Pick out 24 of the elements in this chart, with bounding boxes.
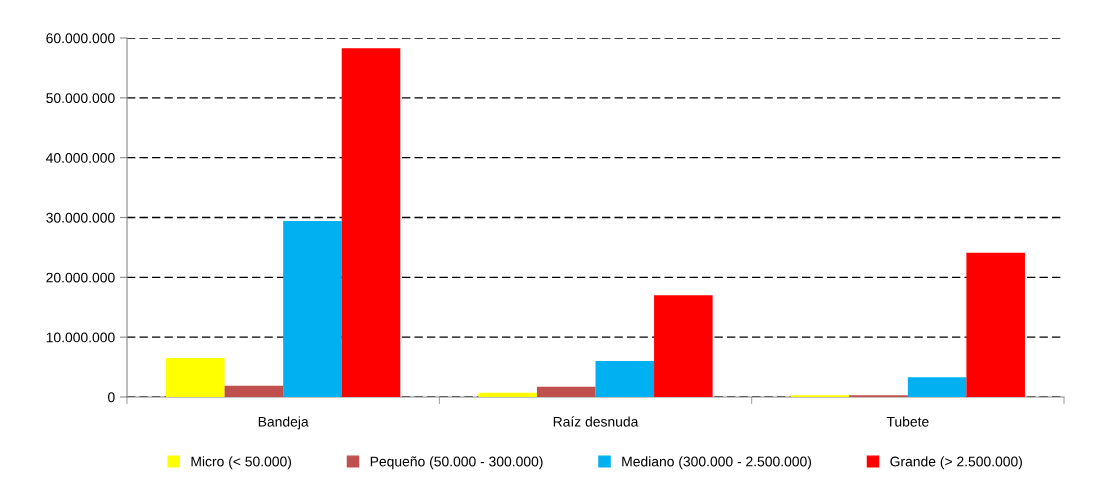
bar <box>595 361 655 397</box>
x-tick-label: Raíz desnuda <box>553 416 639 427</box>
x-tick-label: Bandeja <box>258 416 309 430</box>
y-tick-label: 40.000.000 <box>46 153 115 163</box>
bar <box>478 392 537 397</box>
bar <box>283 221 342 397</box>
y-tick-label: 50.000.000 <box>46 93 115 103</box>
bar <box>654 295 713 397</box>
y-tick-label: 0 <box>108 392 115 403</box>
bar <box>907 377 967 397</box>
bar <box>224 385 284 397</box>
bar <box>166 358 225 397</box>
legend-label: Grande (> 2.500.000) <box>890 456 1022 470</box>
y-tick-label: 60.000.000 <box>46 33 115 44</box>
x-tick-label: Tubete <box>886 416 929 427</box>
legend-label: Pequeño (50.000 - 300.000) <box>370 456 543 470</box>
y-tick-label: 30.000.000 <box>46 212 115 223</box>
y-tick-label: 10.000.000 <box>46 332 115 343</box>
legend-label: Micro (< 50.000) <box>191 456 292 470</box>
bar <box>536 386 596 397</box>
legend-label: Mediano (300.000 - 2.500.000) <box>622 456 812 470</box>
y-tick-label: 20.000.000 <box>46 272 115 283</box>
bar <box>966 252 1025 397</box>
bar <box>341 48 401 397</box>
